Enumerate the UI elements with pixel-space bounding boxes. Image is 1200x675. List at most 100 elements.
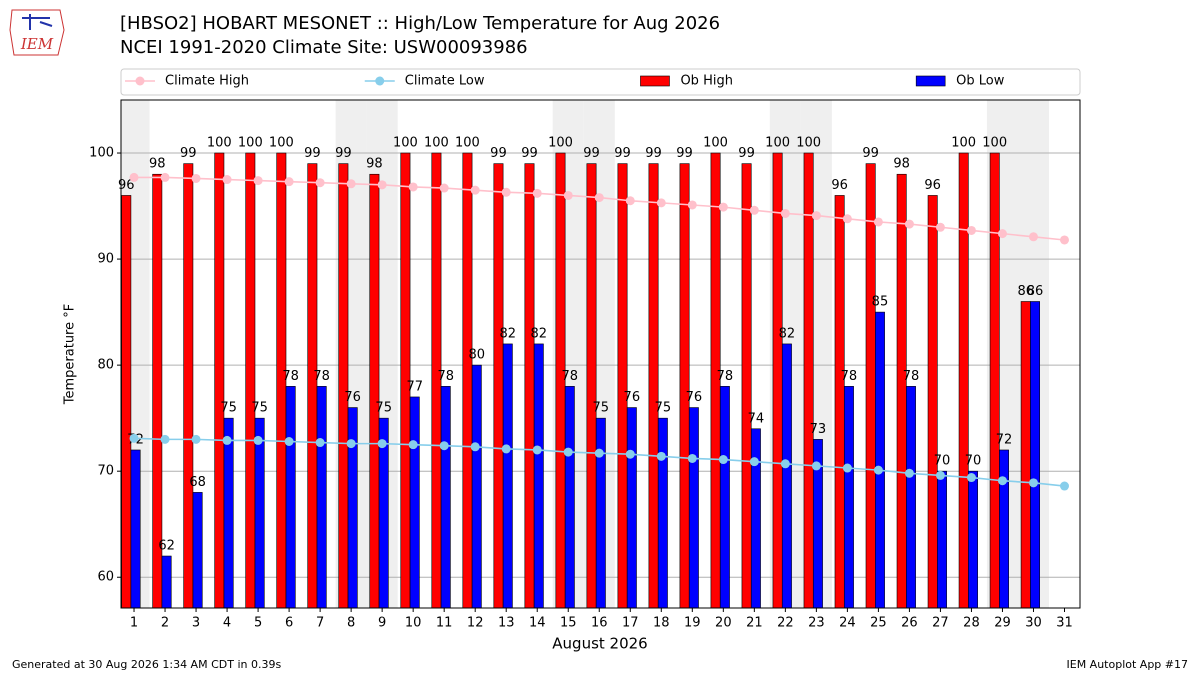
legend-label: Ob High [680, 74, 733, 89]
x-tick-label: 5 [254, 616, 262, 631]
data-label: 78 [562, 369, 579, 384]
bar [586, 163, 597, 609]
legend-label: Ob Low [956, 74, 1005, 89]
bar [803, 152, 814, 609]
data-label: 100 [982, 136, 1007, 151]
marker [935, 470, 945, 480]
data-label: 68 [189, 475, 206, 490]
bar [617, 163, 628, 609]
data-label: 62 [158, 539, 175, 554]
x-tick-label: 18 [653, 616, 670, 631]
bar [648, 163, 659, 609]
data-label: 99 [645, 146, 662, 161]
data-label: 75 [251, 401, 268, 416]
footer-left: Generated at 30 Aug 2026 1:34 AM CDT in … [12, 658, 281, 671]
y-tick-label: 70 [97, 464, 114, 479]
marker [284, 177, 294, 187]
data-label: 100 [951, 136, 976, 151]
legend-swatch [135, 76, 145, 86]
marker [501, 187, 511, 197]
data-label: 77 [406, 379, 423, 394]
marker [625, 196, 635, 206]
bar [161, 555, 172, 609]
marker [873, 217, 883, 227]
data-label: 100 [238, 136, 263, 151]
marker [904, 219, 914, 229]
data-label: 99 [335, 146, 352, 161]
marker [780, 208, 790, 218]
marker [439, 183, 449, 193]
marker [687, 200, 697, 210]
data-label: 70 [965, 454, 982, 469]
legend-swatch [375, 76, 385, 86]
marker [811, 461, 821, 471]
y-tick-label: 80 [97, 358, 114, 373]
marker [532, 188, 542, 198]
bar [369, 173, 380, 609]
data-label: 78 [282, 369, 299, 384]
data-label: 82 [531, 326, 548, 341]
marker [377, 180, 387, 190]
data-label: 100 [548, 136, 573, 151]
marker [408, 182, 418, 192]
data-label: 86 [1027, 284, 1044, 299]
data-label: 96 [831, 178, 848, 193]
logo-text: IEM [20, 35, 54, 53]
bar [937, 470, 947, 609]
x-tick-label: 27 [932, 616, 949, 631]
logo-icon [22, 14, 53, 30]
x-tick-label: 10 [405, 616, 422, 631]
bar [906, 386, 916, 609]
marker [470, 185, 480, 195]
bar [245, 152, 256, 609]
bar [533, 343, 544, 609]
data-label: 78 [437, 369, 454, 384]
bar [285, 386, 296, 609]
marker [718, 202, 728, 212]
data-label: 75 [220, 401, 237, 416]
x-tick-label: 15 [560, 616, 577, 631]
bar [865, 163, 876, 609]
marker [532, 445, 542, 455]
x-tick-label: 23 [808, 616, 825, 631]
bar [657, 417, 668, 609]
data-label: 99 [304, 146, 321, 161]
y-tick-label: 60 [97, 570, 114, 585]
bar [564, 386, 575, 609]
x-tick-label: 4 [223, 616, 231, 631]
data-label: 76 [624, 390, 641, 405]
bar [462, 152, 473, 609]
data-label: 76 [344, 390, 361, 405]
marker [284, 436, 294, 446]
marker [222, 175, 232, 185]
bar [999, 449, 1009, 609]
data-label: 98 [366, 157, 383, 172]
bar [750, 428, 761, 609]
x-axis-label: August 2026 [552, 635, 647, 653]
data-label: 75 [375, 401, 392, 416]
data-label: 96 [924, 178, 941, 193]
marker [315, 438, 325, 448]
marker [253, 176, 263, 186]
data-label: 73 [810, 422, 827, 437]
data-label: 78 [903, 369, 920, 384]
legend-label: Climate High [165, 74, 249, 89]
bar [896, 173, 907, 609]
x-tick-label: 2 [161, 616, 169, 631]
data-label: 86 [1017, 284, 1034, 299]
data-label: 85 [872, 295, 889, 310]
x-tick-label: 21 [746, 616, 763, 631]
bar [214, 152, 225, 609]
marker [129, 172, 139, 182]
bar [874, 311, 885, 609]
marker [377, 439, 387, 449]
data-label: 99 [676, 146, 693, 161]
x-tick-label: 30 [1025, 616, 1042, 631]
data-label: 99 [738, 146, 755, 161]
data-label: 100 [796, 136, 821, 151]
x-tick-label: 8 [347, 616, 355, 631]
bar [741, 163, 752, 609]
bar [1020, 301, 1031, 609]
y-axis-label: Temperature °F [63, 304, 78, 405]
x-tick-label: 3 [192, 616, 200, 631]
